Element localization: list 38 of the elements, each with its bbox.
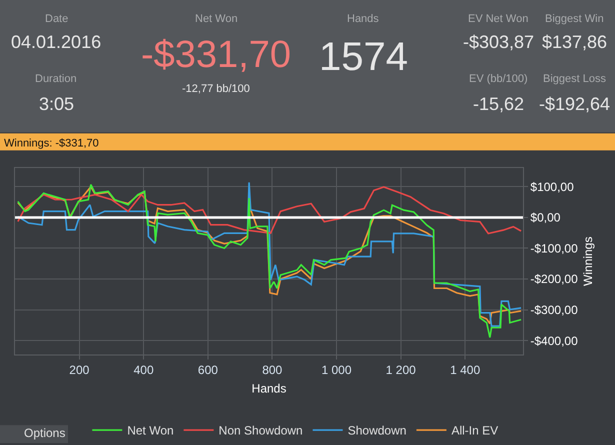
text: $137,86 bbox=[542, 32, 608, 52]
text: -12,77 bb/100 bbox=[182, 83, 250, 95]
y-tick-label: -$100,00 bbox=[530, 241, 578, 256]
legend-label: Net Won bbox=[127, 424, 174, 438]
legend-label: Showdown bbox=[348, 424, 406, 438]
text: -15,62 bbox=[473, 94, 524, 114]
y-axis-title: Winnings bbox=[581, 236, 595, 286]
text: Duration bbox=[35, 73, 77, 85]
x-tick-label: 800 bbox=[262, 362, 283, 377]
y-tick-label: -$200,00 bbox=[530, 272, 578, 286]
text: -$331,70 bbox=[141, 34, 292, 76]
text: Net Won bbox=[195, 13, 238, 25]
x-tick-label: 1 000 bbox=[322, 362, 352, 377]
x-axis-title: Hands bbox=[252, 382, 286, 396]
y-tick-label: -$400,00 bbox=[530, 334, 578, 348]
legend-label: All-In EV bbox=[451, 424, 498, 438]
text: 1574 bbox=[319, 35, 408, 79]
text: Biggest Win bbox=[545, 13, 604, 25]
text: EV Net Won bbox=[468, 13, 528, 25]
x-tick-label: 1 200 bbox=[386, 362, 416, 377]
y-tick-label: $100,00 bbox=[530, 180, 574, 194]
text: Biggest Loss bbox=[543, 73, 606, 85]
text: 04.01.2016 bbox=[11, 32, 102, 52]
chart-title: Winnings: -$331,70 bbox=[4, 137, 99, 150]
x-tick-label: 200 bbox=[69, 362, 90, 377]
text: -$303,87 bbox=[463, 32, 534, 52]
text: Date bbox=[45, 13, 68, 25]
text: EV (bb/100) bbox=[469, 73, 528, 85]
text: Hands bbox=[347, 13, 380, 25]
text: -$192,64 bbox=[539, 94, 610, 114]
text: 3:05 bbox=[39, 94, 74, 114]
y-tick-label: $0,00 bbox=[530, 210, 561, 225]
x-tick-label: 400 bbox=[134, 362, 154, 377]
text: Options bbox=[24, 426, 66, 440]
y-tick-label: -$300,00 bbox=[530, 302, 578, 317]
x-tick-label: 1 400 bbox=[450, 362, 480, 377]
x-tick-label: 600 bbox=[198, 362, 218, 377]
legend-label: Non Showdown bbox=[218, 424, 303, 438]
